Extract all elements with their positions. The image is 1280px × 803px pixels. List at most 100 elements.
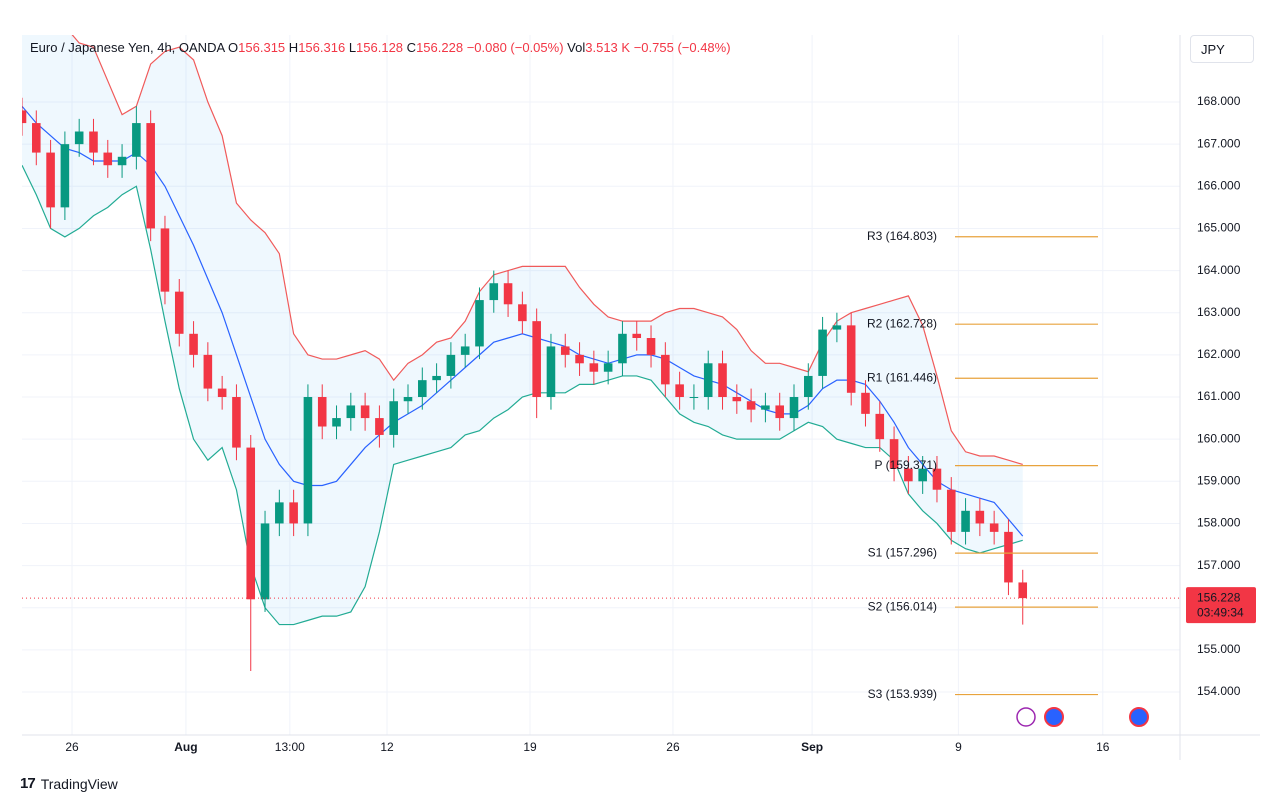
candle-body — [475, 300, 484, 347]
candle-body — [575, 354, 584, 364]
candle-body — [117, 156, 127, 166]
y-tick-label: 159.000 — [1197, 473, 1241, 487]
ohlc-key: H — [288, 40, 299, 55]
candle-body — [275, 502, 284, 524]
candle-body — [232, 397, 241, 448]
y-tick-label: 164.000 — [1197, 263, 1241, 277]
candle-body — [661, 354, 670, 385]
candle-body — [360, 405, 370, 419]
x-tick-label: 13:00 — [275, 740, 305, 754]
x-tick-label: 26 — [65, 740, 79, 754]
candle-body — [303, 397, 313, 524]
candle-body — [189, 333, 198, 355]
brand-name: TradingView — [40, 775, 118, 792]
candle-body — [46, 152, 55, 208]
candle-body — [317, 397, 327, 427]
candle-body — [503, 283, 513, 305]
candle-body — [532, 321, 541, 398]
axes: 154.000155.000156.000157.000158.000159.0… — [22, 35, 1260, 760]
candle-body — [460, 346, 470, 355]
band-upper — [71, 35, 1023, 466]
candle-body — [804, 375, 813, 398]
candle-body — [375, 418, 384, 435]
candle-body — [875, 413, 885, 440]
y-tick-label: 166.000 — [1197, 178, 1241, 192]
y-tick-label: 162.000 — [1197, 347, 1241, 361]
candle-body — [989, 523, 999, 532]
candle-body — [618, 333, 627, 364]
candle-body — [946, 489, 956, 532]
candle-body — [89, 131, 98, 153]
candle-body — [932, 468, 942, 490]
candle-body — [560, 346, 570, 355]
y-tick-label: 158.000 — [1197, 516, 1241, 530]
candle-body — [103, 152, 113, 166]
pivot-label: R3 (164.803) — [867, 229, 937, 243]
candle-body — [389, 401, 398, 435]
ohlc-key: O — [228, 40, 239, 55]
candle-body — [260, 523, 270, 600]
last-price-box — [1186, 587, 1256, 624]
candle-body — [975, 510, 985, 524]
candle-body — [761, 405, 770, 410]
candle-body — [918, 468, 927, 482]
candle-body — [689, 397, 699, 399]
y-tick-label: 161.000 — [1197, 389, 1241, 403]
candle-body — [746, 401, 756, 410]
candle-body — [732, 397, 742, 402]
candle-body — [146, 123, 155, 229]
last-price-label: 156.228 — [1197, 590, 1241, 604]
candle-body — [346, 405, 356, 419]
x-tick-label: Aug — [174, 740, 197, 754]
icon[interactable] — [1129, 707, 1149, 727]
x-tick-label: 19 — [523, 740, 537, 754]
pivot-label: S2 (156.014) — [868, 599, 937, 613]
volume-change: −0.755 (−0.48%) — [633, 40, 731, 55]
candle-body — [589, 363, 599, 372]
candle-body — [646, 338, 656, 355]
ohlc-value: 156.315 — [238, 40, 286, 55]
candle-body — [518, 304, 527, 322]
candle-body — [489, 283, 499, 301]
candle-body — [1018, 582, 1028, 599]
candle-body — [889, 439, 899, 469]
icon[interactable] — [1044, 707, 1064, 727]
candle-body — [174, 291, 184, 334]
candle-body — [603, 363, 613, 372]
pivot-label: S1 (157.296) — [868, 545, 937, 559]
x-tick-label: 9 — [955, 740, 962, 754]
x-tick-label: 12 — [380, 740, 394, 754]
ohlc-value: 156.228 — [416, 40, 464, 55]
x-tick-label: Sep — [801, 740, 823, 754]
pivot-label: S3 (153.939) — [868, 687, 937, 701]
y-tick-label: 163.000 — [1197, 305, 1241, 319]
currency-button[interactable]: JPY — [1190, 35, 1254, 63]
candle-body — [403, 397, 413, 402]
grid — [22, 35, 1180, 735]
candle-body — [718, 363, 727, 398]
candle-body — [160, 228, 170, 292]
countdown-label: 03:49:34 — [1197, 605, 1244, 619]
candle-body — [961, 510, 970, 532]
volume: 3.513 K — [585, 40, 631, 55]
candle-body — [632, 333, 642, 339]
candle-body — [546, 346, 556, 398]
y-tick-label: 165.000 — [1197, 221, 1241, 235]
plot-area: R3 (164.803) R2 (162.728) R1 (161.446) P (1… — [22, 35, 1180, 701]
band-middle — [22, 105, 1024, 537]
y-tick-label: 157.000 — [1197, 558, 1241, 572]
candle-body — [446, 354, 456, 376]
candle-body — [246, 447, 256, 600]
pivot-label: P (159.371) — [875, 458, 938, 472]
candle-body — [203, 354, 213, 389]
icon[interactable] — [1016, 707, 1036, 727]
candle-body — [332, 418, 341, 427]
candle-body — [789, 397, 799, 419]
candle-body — [703, 363, 713, 398]
candle-body — [832, 325, 842, 330]
ohlc-key: C — [406, 40, 417, 55]
y-tick-label: 154.000 — [1197, 684, 1241, 698]
indicator-icons — [1016, 707, 1149, 727]
